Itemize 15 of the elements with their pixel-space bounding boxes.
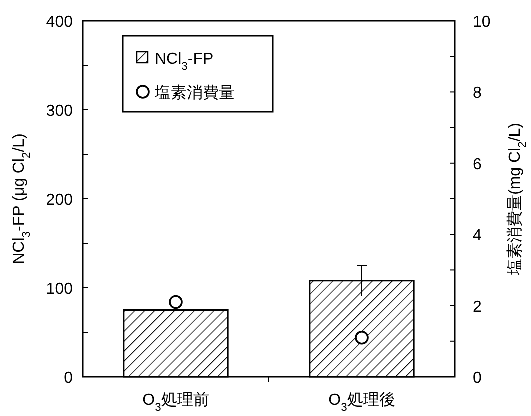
y-tick-label: 200 [46, 192, 74, 209]
y-tick-label: 100 [46, 281, 74, 298]
x-tick-label: O$_{3}$処理後 [328, 391, 396, 414]
x-tick-label: O$_{3}$処理前 [142, 391, 210, 414]
y2-tick-label: 0 [473, 370, 482, 387]
y2-tick-label: 4 [473, 228, 482, 245]
y-tick-label: 300 [46, 103, 74, 120]
y2-tick-label: 8 [473, 85, 482, 102]
y-tick-label: 0 [64, 370, 74, 387]
y2-tick-label: 10 [473, 14, 491, 31]
y2-tick-label: 2 [473, 298, 482, 316]
y-tick-label: 400 [46, 14, 74, 31]
legend-label: NCl$_{3}$-FP [155, 51, 214, 73]
legend-label: 塩素消費量 [154, 84, 235, 102]
y2-tick-label: 6 [473, 156, 482, 174]
